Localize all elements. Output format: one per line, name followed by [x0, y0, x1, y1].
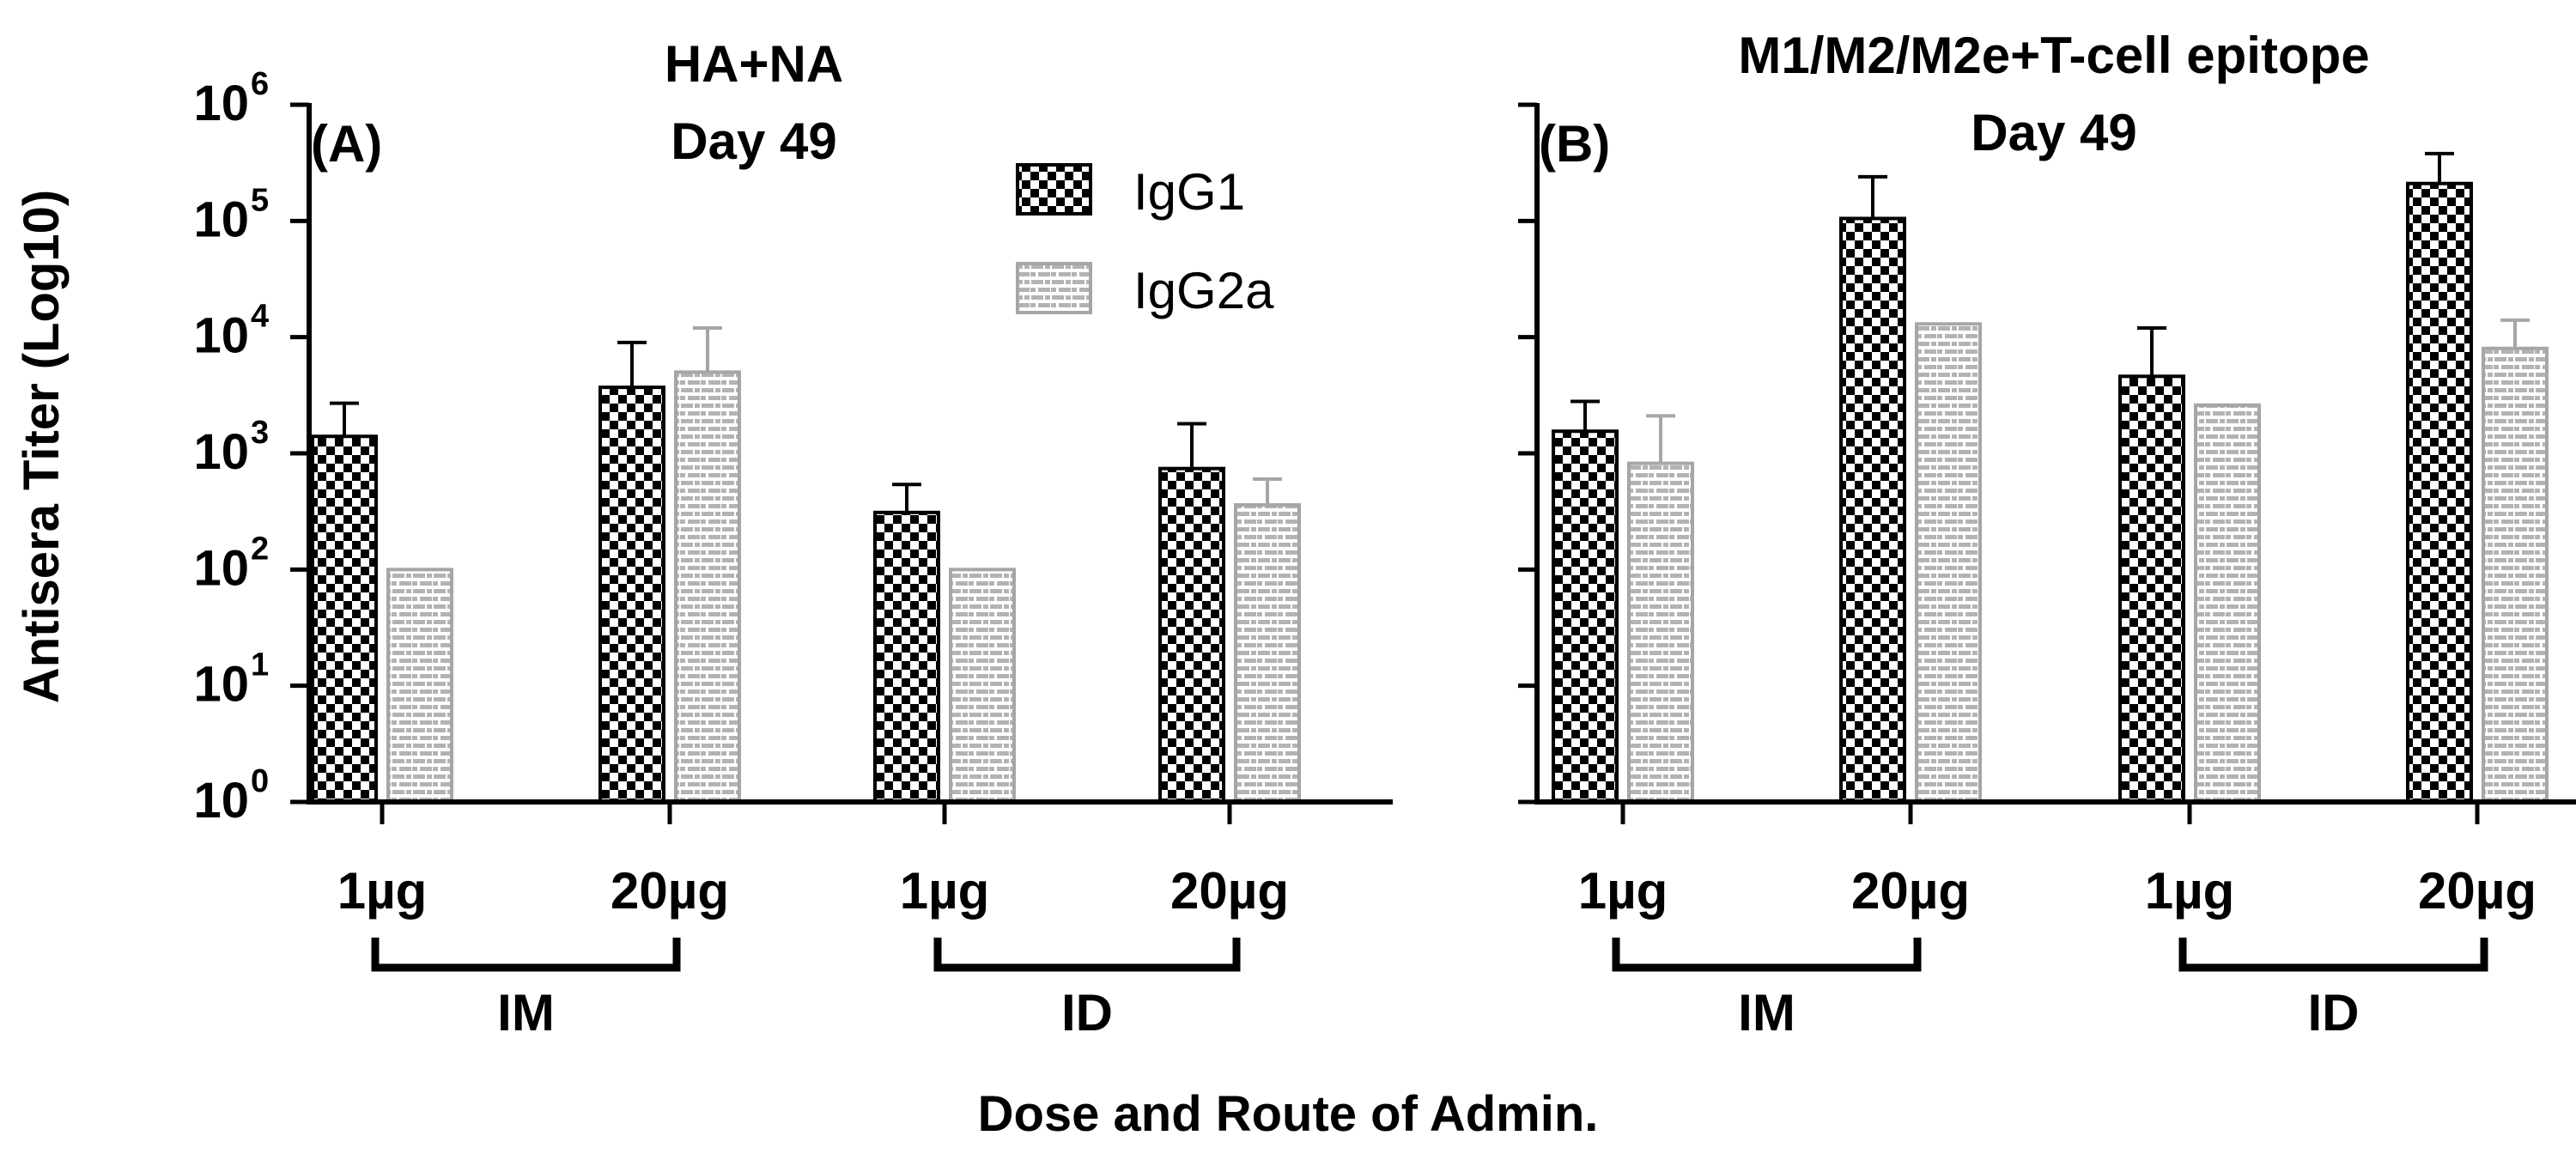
panel-a-subtitle: Day 49	[671, 112, 836, 170]
panel-a-label: (A)	[311, 115, 382, 173]
group-label-a-id: ID	[1061, 984, 1113, 1042]
y-tick-exponent-a-2: 2	[251, 531, 269, 567]
x-tick-label-a-2: 1µg	[900, 862, 990, 920]
y-tick-label-a-6: 10	[193, 76, 249, 131]
bar-a-igg1-3	[1158, 466, 1225, 805]
x-tick-label-b-1: 20µg	[1851, 862, 1970, 920]
bar-a-igg1-0	[311, 434, 378, 804]
bar-b-igg2a-2	[2194, 403, 2261, 804]
y-tick-exponent-a-5: 5	[251, 182, 269, 218]
legend-swatch-igg1	[1016, 163, 1092, 216]
group-label-a-im: IM	[497, 984, 555, 1042]
y-tick-label-a-5: 10	[193, 191, 249, 247]
bar-b-igg1-3	[2406, 181, 2473, 804]
bar-b-igg2a-3	[2482, 346, 2549, 805]
bar-a-igg1-1	[598, 386, 665, 804]
group-label-b-id: ID	[2308, 984, 2360, 1042]
group-label-b-im: IM	[1738, 984, 1795, 1042]
y-tick-exponent-a-6: 6	[251, 66, 269, 102]
bar-b-igg1-2	[2118, 374, 2185, 804]
group-bracket-a-id	[933, 938, 1241, 972]
bar-b-igg1-1	[1839, 216, 1906, 805]
bar-b-igg1-0	[1552, 429, 1619, 804]
legend-swatch-igg2a	[1016, 262, 1092, 314]
y-tick-exponent-a-3: 3	[251, 415, 269, 451]
legend-label-igg1: IgG1	[1133, 163, 1245, 221]
y-tick-exponent-a-4: 4	[251, 299, 269, 335]
x-tick-label-b-3: 20µg	[2418, 862, 2537, 920]
group-bracket-b-im	[1612, 938, 1922, 972]
y-axis-label: Antisera Titer (Log10)	[14, 190, 70, 703]
bar-a-igg2a-3	[1234, 503, 1301, 804]
y-tick-label-a-3: 10	[193, 424, 249, 480]
group-bracket-a-im	[371, 938, 681, 972]
bar-a-igg2a-2	[949, 568, 1016, 804]
bar-b-igg2a-0	[1627, 461, 1694, 805]
panel-a-title: HA+NA	[665, 35, 843, 93]
y-tick-exponent-a-0: 0	[251, 763, 269, 799]
panel-b-title: M1/M2/M2e+T-cell epitope	[1738, 27, 2369, 84]
panel-b: 1µg 20µg 1µg 20µg IM ID	[1518, 102, 2576, 1042]
y-tick-label-a-0: 10	[193, 773, 249, 829]
bar-a-igg2a-1	[674, 370, 741, 804]
bar-b-igg2a-1	[1915, 322, 1982, 804]
bar-a-igg2a-0	[386, 568, 453, 804]
panel-b-subtitle: Day 49	[1971, 104, 2136, 161]
x-axis-label: Dose and Route of Admin.	[978, 1086, 1599, 1142]
bar-a-igg1-2	[873, 510, 940, 804]
panel-b-label: (B)	[1539, 115, 1610, 173]
x-tick-label-a-3: 20µg	[1170, 862, 1289, 920]
y-tick-label-a-4: 10	[193, 308, 249, 364]
x-tick-label-a-1: 20µg	[611, 862, 729, 920]
y-tick-label-a-2: 10	[193, 540, 249, 596]
x-tick-label-a-0: 1µg	[337, 862, 428, 920]
y-tick-label-a-1: 10	[193, 657, 249, 713]
y-tick-exponent-a-1: 1	[251, 647, 269, 683]
group-bracket-b-id	[2178, 938, 2488, 972]
legend-label-igg2a: IgG2a	[1133, 262, 1274, 319]
x-tick-label-b-0: 1µg	[1578, 862, 1668, 920]
x-tick-label-b-2: 1µg	[2145, 862, 2235, 920]
